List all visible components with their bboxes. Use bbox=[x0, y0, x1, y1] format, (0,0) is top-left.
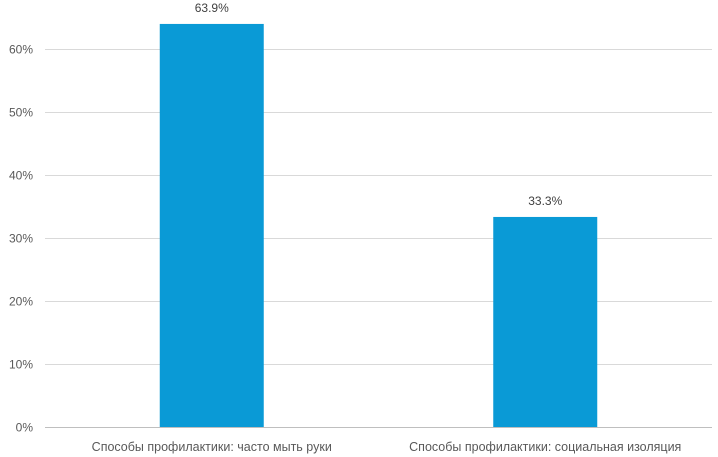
bar-data-label: 63.9% bbox=[195, 1, 229, 15]
y-tick-label: 20% bbox=[9, 295, 33, 309]
bar bbox=[493, 216, 598, 427]
y-tick-label: 60% bbox=[9, 43, 33, 57]
data-labels: 63.9% 33.3% bbox=[195, 1, 563, 208]
x-category-label: Способы профилактики: часто мыть руки bbox=[92, 440, 332, 454]
bar bbox=[159, 23, 264, 427]
gridlines bbox=[45, 49, 712, 365]
y-tick-label: 30% bbox=[9, 232, 33, 246]
x-axis-categories: Способы профилактики: часто мыть руки Спо… bbox=[92, 440, 682, 454]
y-axis-ticks: 0% 10% 20% 30% 40% 50% 60% bbox=[9, 43, 33, 435]
bar-data-label: 33.3% bbox=[528, 194, 562, 208]
y-tick-label: 40% bbox=[9, 169, 33, 183]
y-tick-label: 50% bbox=[9, 106, 33, 120]
y-tick-label: 10% bbox=[9, 358, 33, 372]
bars bbox=[159, 23, 598, 427]
y-tick-label: 0% bbox=[16, 421, 34, 435]
x-category-label: Способы профилактики: социальная изоляци… bbox=[409, 440, 681, 454]
